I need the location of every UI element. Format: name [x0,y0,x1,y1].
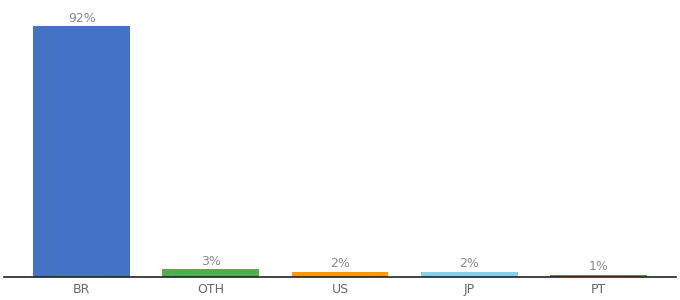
Text: 3%: 3% [201,255,221,268]
Text: 92%: 92% [68,12,96,25]
Bar [292,272,388,277]
Bar [163,269,259,277]
Bar [421,272,517,277]
Text: 2%: 2% [459,257,479,271]
Bar [550,274,647,277]
Bar [33,26,130,277]
Text: 1%: 1% [588,260,609,273]
Text: 2%: 2% [330,257,350,271]
